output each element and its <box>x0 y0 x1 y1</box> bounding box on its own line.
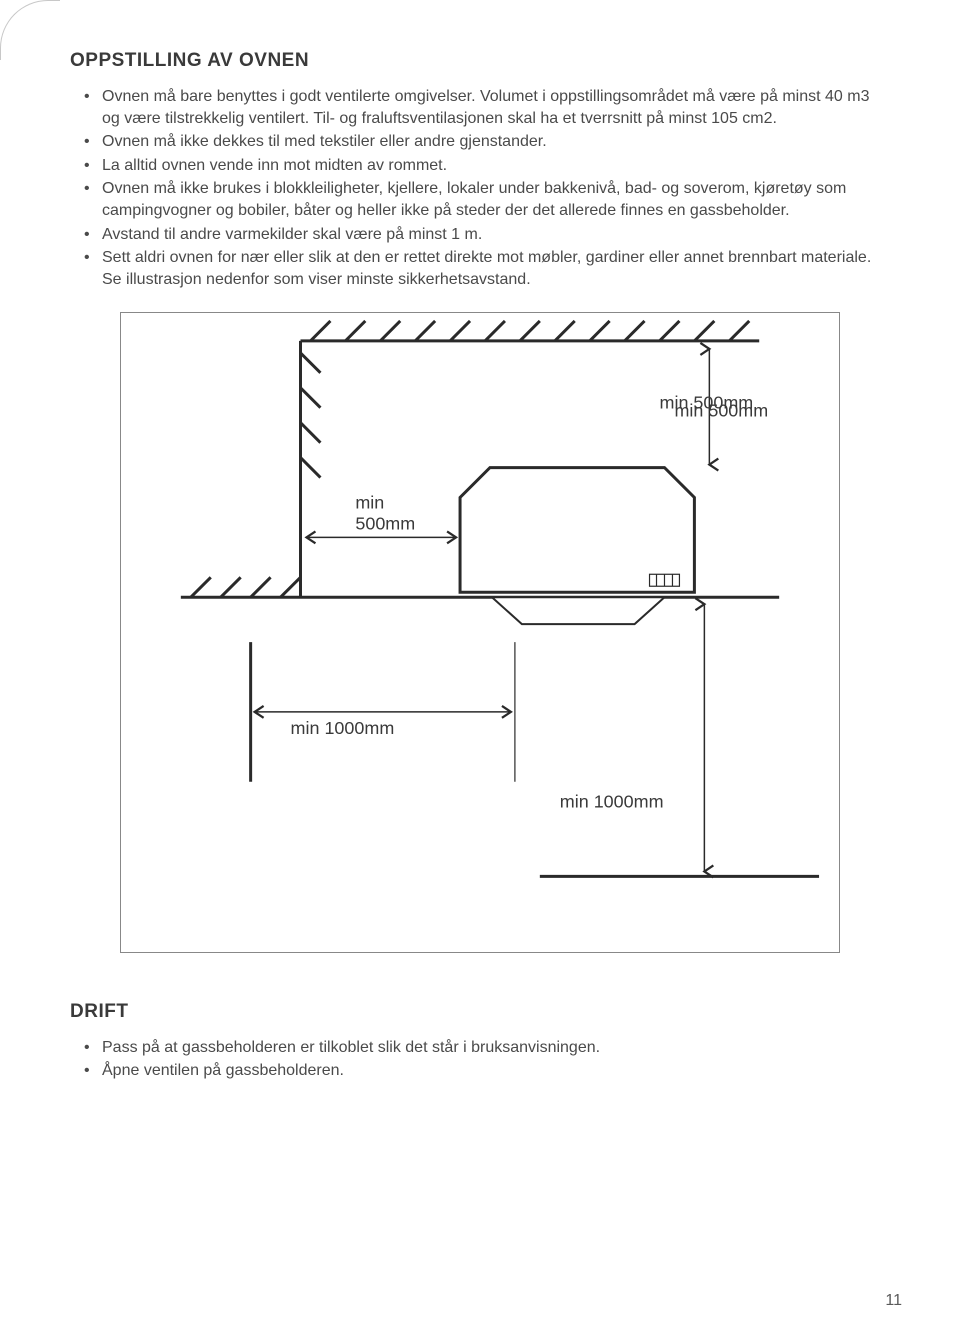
list-item: Sett aldri ovnen for nær eller slik at d… <box>88 247 890 290</box>
page-number: 11 <box>885 1292 902 1310</box>
section-title-drift: DRIFT <box>70 1001 890 1023</box>
clearance-diagram: min 500mm min 500mm min 500mm min 1000mm… <box>120 312 840 952</box>
list-item: Ovnen må ikke dekkes til med tekstiler e… <box>88 131 890 153</box>
diagram-label-bottom-right: min 1000mm <box>560 792 720 813</box>
section-title-oppstilling: OPPSTILLING AV OVNEN <box>70 50 890 72</box>
list-item: Ovnen må ikke brukes i blokkleiligheter,… <box>88 178 890 221</box>
list-item: Pass på at gassbeholderen er tilkoblet s… <box>88 1037 890 1059</box>
diagram-label-left-mid: min 500mm <box>355 493 445 534</box>
list-item: Avstand til andre varmekilder skal være … <box>88 224 890 246</box>
page-corner-decoration <box>0 0 60 60</box>
list-item: Åpne ventilen på gassbeholderen. <box>88 1060 890 1082</box>
list-item: Ovnen må bare benyttes i godt ventilerte… <box>88 86 890 129</box>
bullet-list-oppstilling: Ovnen må bare benyttes i godt ventilerte… <box>70 86 890 290</box>
list-item: La alltid ovnen vende inn mot midten av … <box>88 155 890 177</box>
diagram-label-top-right: min 500mm <box>659 393 789 414</box>
bullet-list-drift: Pass på at gassbeholderen er tilkoblet s… <box>70 1037 890 1082</box>
diagram-label-bottom-left: min 1000mm <box>291 718 451 739</box>
